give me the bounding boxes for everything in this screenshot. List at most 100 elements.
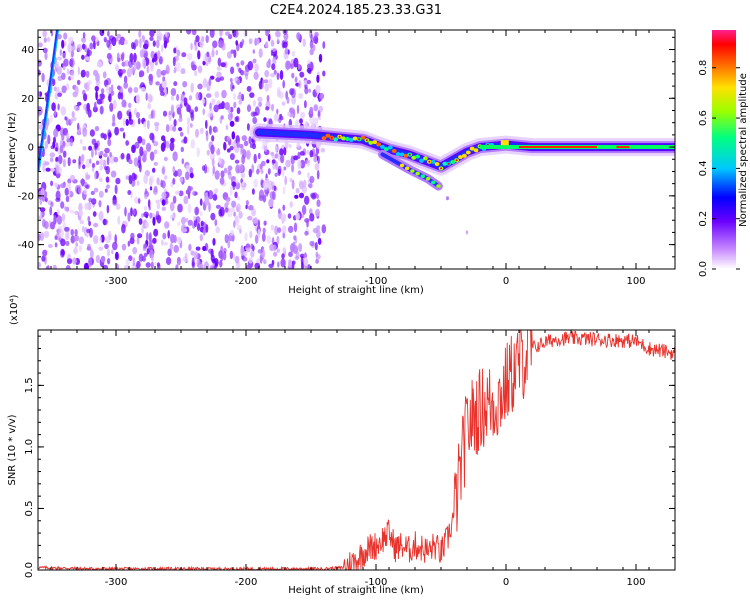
noise-speckle	[106, 39, 111, 48]
noise-speckle	[148, 244, 154, 251]
noise-speckle	[143, 43, 149, 50]
noise-speckle	[138, 253, 144, 262]
noise-speckle	[296, 32, 301, 40]
noise-speckle	[293, 235, 297, 241]
noise-speckle	[306, 149, 310, 155]
noise-speckle	[57, 56, 63, 61]
noise-speckle	[81, 73, 85, 78]
trace-blob	[473, 148, 479, 153]
noise-speckle	[117, 57, 121, 63]
noise-speckle	[219, 76, 225, 81]
noise-speckle	[107, 30, 110, 37]
noise-speckle	[178, 127, 183, 132]
noise-speckle	[93, 222, 99, 228]
noise-speckle	[282, 41, 288, 49]
noise-speckle	[119, 127, 125, 132]
noise-speckle	[73, 234, 80, 242]
noise-speckle	[115, 251, 119, 261]
noise-speckle	[274, 30, 281, 38]
noise-speckle	[111, 121, 116, 127]
noise-speckle	[109, 151, 112, 158]
noise-speckle	[75, 184, 81, 194]
branch-blob	[436, 184, 441, 188]
noise-speckle	[252, 58, 257, 64]
noise-speckle	[44, 197, 48, 203]
noise-speckle	[89, 249, 94, 259]
noise-speckle	[241, 39, 245, 45]
noise-speckle	[201, 35, 205, 43]
noise-speckle	[75, 242, 78, 247]
noise-speckle	[139, 38, 142, 49]
noise-speckle	[115, 203, 121, 210]
noise-speckle	[172, 56, 176, 67]
noise-speckle	[163, 241, 169, 246]
noise-speckle	[63, 58, 69, 67]
noise-speckle	[123, 81, 129, 89]
noise-speckle	[282, 80, 286, 89]
noise-speckle	[300, 111, 305, 119]
noise-speckle	[53, 128, 59, 138]
noise-speckle	[60, 238, 66, 247]
noise-speckle	[202, 245, 207, 252]
noise-speckle	[72, 116, 77, 122]
noise-speckle	[73, 104, 77, 110]
noise-speckle	[224, 234, 229, 244]
noise-speckle	[233, 101, 237, 109]
noise-speckle	[314, 163, 320, 171]
noise-speckle	[85, 70, 90, 78]
noise-speckle	[282, 186, 286, 195]
noise-speckle	[55, 164, 60, 175]
noise-speckle	[257, 228, 261, 239]
noise-speckle	[133, 174, 138, 180]
noise-speckle	[276, 235, 280, 245]
noise-speckle	[44, 161, 50, 166]
noise-speckle	[176, 256, 181, 266]
noise-speckle	[244, 232, 248, 242]
noise-speckle	[49, 114, 53, 123]
noise-speckle	[145, 221, 149, 229]
noise-speckle	[173, 119, 177, 127]
noise-speckle	[223, 141, 227, 151]
noise-speckle	[229, 78, 233, 83]
noise-speckle	[72, 257, 77, 265]
colorbar-tick-label: 0.8	[698, 60, 709, 76]
noise-speckle	[158, 33, 164, 38]
x-tick-label: -100	[365, 276, 388, 287]
noise-speckle	[100, 88, 105, 94]
y-tick-label: -20	[18, 191, 34, 202]
noise-speckle	[107, 258, 111, 265]
colorbar-gradient	[712, 30, 736, 269]
noise-speckle	[285, 60, 291, 70]
noise-speckle	[252, 116, 258, 124]
noise-speckle	[240, 172, 246, 179]
noise-speckle	[120, 152, 125, 160]
noise-speckle	[220, 62, 226, 68]
noise-speckle	[135, 61, 141, 70]
noise-speckle	[235, 40, 238, 46]
snr-frame	[37, 329, 676, 571]
noise-speckle	[132, 246, 138, 255]
x-tick-label: -200	[235, 577, 258, 588]
noise-speckle	[175, 62, 181, 72]
noise-speckle	[45, 167, 51, 172]
noise-speckle	[85, 232, 89, 238]
noise-speckle	[183, 97, 188, 106]
noise-speckle	[52, 141, 56, 149]
noise-speckle	[260, 169, 264, 175]
noise-speckle	[209, 75, 215, 80]
noise-speckle	[39, 198, 43, 205]
noise-speckle	[131, 42, 135, 50]
noise-speckle	[211, 135, 215, 142]
noise-speckle	[125, 175, 130, 180]
noise-speckle	[316, 193, 319, 200]
noise-speckle	[130, 65, 135, 73]
noise-speckle	[152, 216, 156, 226]
noise-speckle	[134, 141, 140, 149]
noise-speckle	[230, 66, 235, 75]
noise-speckle	[52, 264, 57, 269]
noise-speckle	[185, 164, 190, 172]
noise-speckle	[199, 211, 203, 217]
noise-speckle	[82, 164, 86, 170]
noise-speckle	[81, 37, 87, 43]
